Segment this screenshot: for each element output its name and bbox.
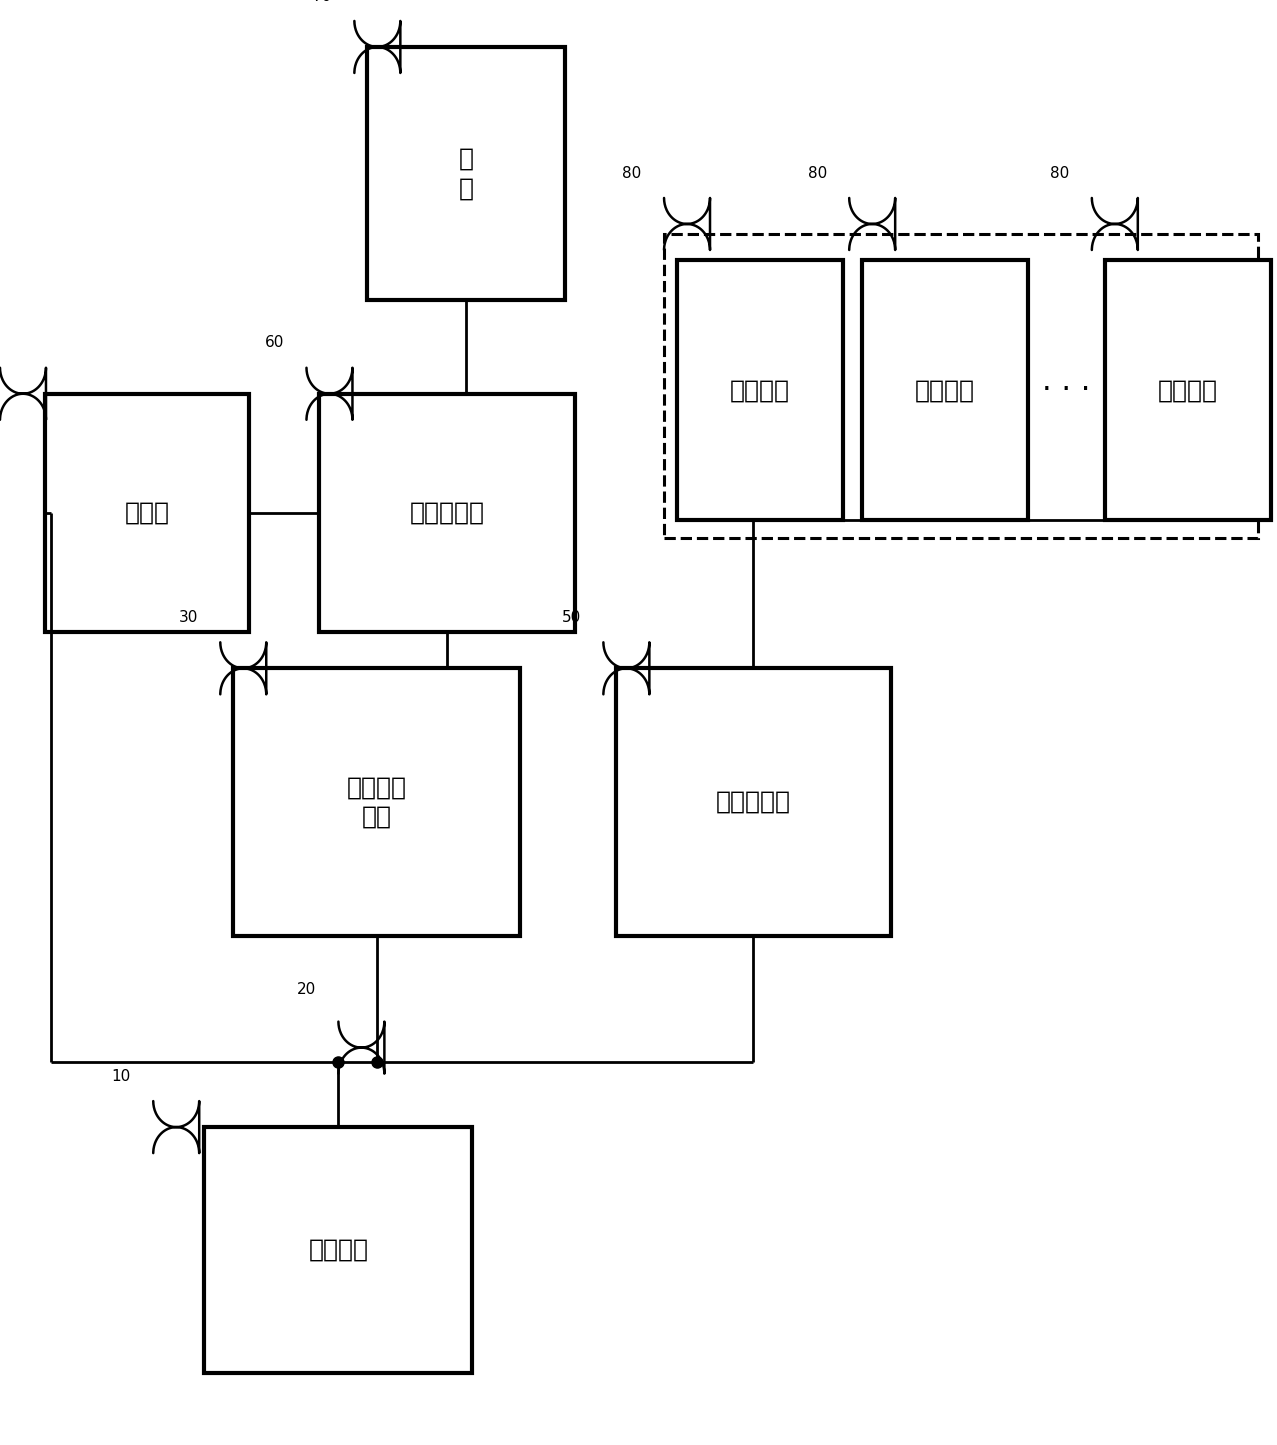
Text: 20: 20 (296, 983, 317, 997)
Text: 装载元件: 装载元件 (916, 379, 974, 402)
FancyBboxPatch shape (617, 668, 891, 936)
Text: 10: 10 (111, 1069, 132, 1084)
Text: 30: 30 (179, 610, 198, 624)
Text: 马
达: 马 达 (458, 146, 474, 201)
Text: · · ·: · · · (1042, 376, 1091, 405)
Text: 50: 50 (562, 610, 581, 624)
Text: 70: 70 (313, 0, 332, 3)
Text: 继电器: 继电器 (124, 501, 170, 525)
Text: 电力转换器: 电力转换器 (716, 790, 790, 814)
Text: 80: 80 (807, 166, 827, 181)
FancyBboxPatch shape (862, 260, 1028, 520)
FancyBboxPatch shape (204, 1127, 472, 1373)
Text: 装载元件: 装载元件 (730, 379, 789, 402)
Text: 80: 80 (622, 166, 642, 181)
Text: 60: 60 (264, 335, 285, 350)
Text: 装载元件: 装载元件 (1158, 379, 1217, 402)
FancyBboxPatch shape (1105, 260, 1271, 520)
FancyBboxPatch shape (319, 394, 575, 633)
Text: 电子控制
单元: 电子控制 单元 (347, 775, 406, 829)
Text: 电池模块: 电池模块 (309, 1238, 368, 1261)
FancyBboxPatch shape (677, 260, 843, 520)
Text: 二次侧模块: 二次侧模块 (410, 501, 484, 525)
FancyBboxPatch shape (368, 46, 564, 301)
FancyBboxPatch shape (232, 668, 521, 936)
FancyBboxPatch shape (45, 394, 249, 633)
Text: 80: 80 (1050, 166, 1070, 181)
